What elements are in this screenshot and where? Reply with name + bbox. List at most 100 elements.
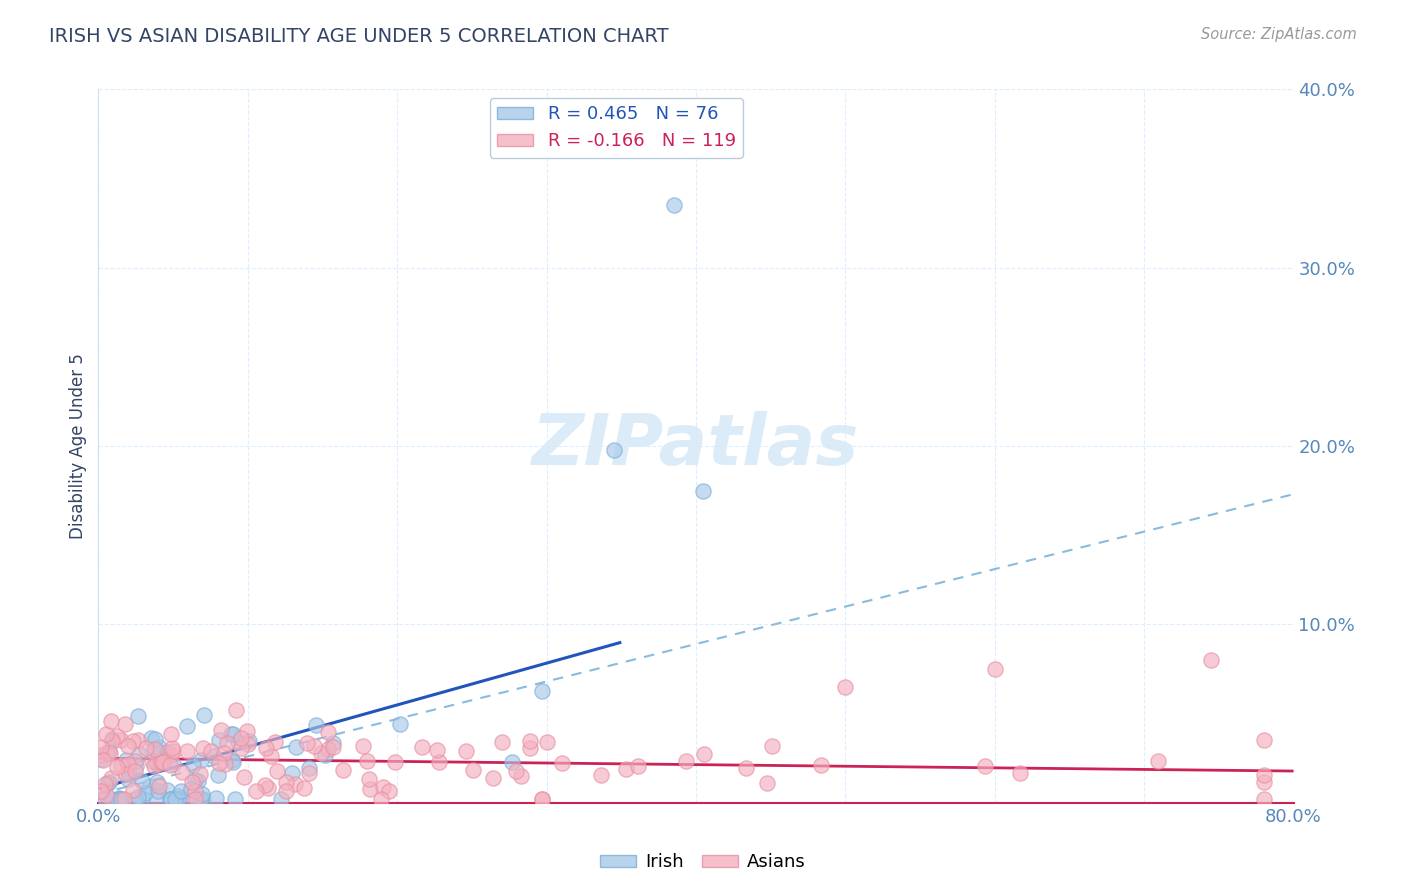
Point — [761, 739, 783, 753]
Point — [427, 756, 450, 770]
Point — [316, 742, 339, 756]
Point — [501, 755, 523, 769]
Point — [170, 784, 193, 798]
Point — [274, 783, 297, 797]
Point — [263, 735, 285, 749]
Point — [127, 709, 149, 723]
Point — [96, 789, 118, 803]
Point — [94, 727, 117, 741]
Point — [205, 791, 228, 805]
Y-axis label: Disability Age Under 5: Disability Age Under 5 — [69, 353, 87, 539]
Point — [131, 774, 153, 789]
Point — [117, 772, 139, 786]
Point — [208, 733, 231, 747]
Point — [148, 740, 170, 755]
Point — [232, 770, 254, 784]
Point — [166, 792, 188, 806]
Point — [100, 771, 122, 785]
Point — [692, 483, 714, 498]
Point — [165, 792, 187, 806]
Point — [378, 784, 401, 798]
Point — [322, 740, 344, 755]
Point — [298, 765, 321, 780]
Point — [974, 759, 997, 773]
Point — [98, 746, 121, 760]
Point — [693, 747, 716, 761]
Point — [190, 791, 212, 805]
Point — [284, 777, 307, 791]
Point — [159, 757, 181, 772]
Point — [551, 756, 574, 770]
Point — [97, 774, 120, 789]
Point — [1253, 774, 1275, 789]
Point — [356, 754, 378, 768]
Point — [245, 784, 267, 798]
Point — [105, 760, 128, 774]
Point — [810, 758, 832, 772]
Point — [135, 741, 157, 756]
Point — [309, 746, 332, 760]
Point — [1008, 765, 1031, 780]
Point — [184, 783, 207, 797]
Point — [90, 739, 112, 754]
Point — [108, 790, 131, 805]
Point — [100, 714, 122, 728]
Point — [190, 754, 212, 768]
Point — [321, 736, 343, 750]
Point — [162, 757, 184, 772]
Point — [149, 756, 172, 770]
Point — [112, 792, 135, 806]
Point — [160, 792, 183, 806]
Point — [96, 746, 118, 760]
Point — [114, 716, 136, 731]
Point — [208, 756, 231, 770]
Point — [224, 703, 246, 717]
Point — [224, 792, 246, 806]
Point — [146, 757, 169, 772]
Point — [229, 740, 252, 755]
Point — [117, 739, 139, 753]
Point — [222, 727, 245, 741]
Point — [984, 662, 1007, 676]
Point — [510, 769, 533, 783]
Point — [257, 780, 280, 795]
Point — [180, 774, 202, 789]
Point — [425, 743, 447, 757]
Point — [145, 792, 167, 806]
Point — [90, 752, 112, 766]
Point — [1147, 755, 1170, 769]
Point — [254, 778, 277, 792]
Point — [127, 732, 149, 747]
Point — [143, 758, 166, 772]
Point — [124, 792, 146, 806]
Point — [148, 779, 170, 793]
Point — [614, 763, 637, 777]
Point — [176, 744, 198, 758]
Point — [266, 764, 288, 778]
Point — [110, 758, 132, 772]
Point — [166, 789, 188, 804]
Point — [238, 734, 260, 748]
Point — [482, 771, 505, 785]
Point — [229, 731, 252, 745]
Point — [1201, 653, 1223, 667]
Point — [184, 773, 207, 788]
Text: IRISH VS ASIAN DISABILITY AGE UNDER 5 CORRELATION CHART: IRISH VS ASIAN DISABILITY AGE UNDER 5 CO… — [49, 27, 669, 45]
Point — [176, 719, 198, 733]
Point — [156, 745, 179, 759]
Point — [734, 760, 756, 774]
Point — [530, 792, 553, 806]
Point — [160, 726, 183, 740]
Point — [141, 754, 163, 768]
Point — [127, 789, 149, 804]
Point — [125, 758, 148, 772]
Point — [316, 725, 339, 739]
Point — [292, 780, 315, 795]
Point — [454, 744, 477, 758]
Point — [221, 727, 243, 741]
Point — [214, 756, 236, 771]
Point — [134, 786, 156, 800]
Point — [352, 739, 374, 753]
Point — [1253, 768, 1275, 782]
Point — [359, 781, 381, 796]
